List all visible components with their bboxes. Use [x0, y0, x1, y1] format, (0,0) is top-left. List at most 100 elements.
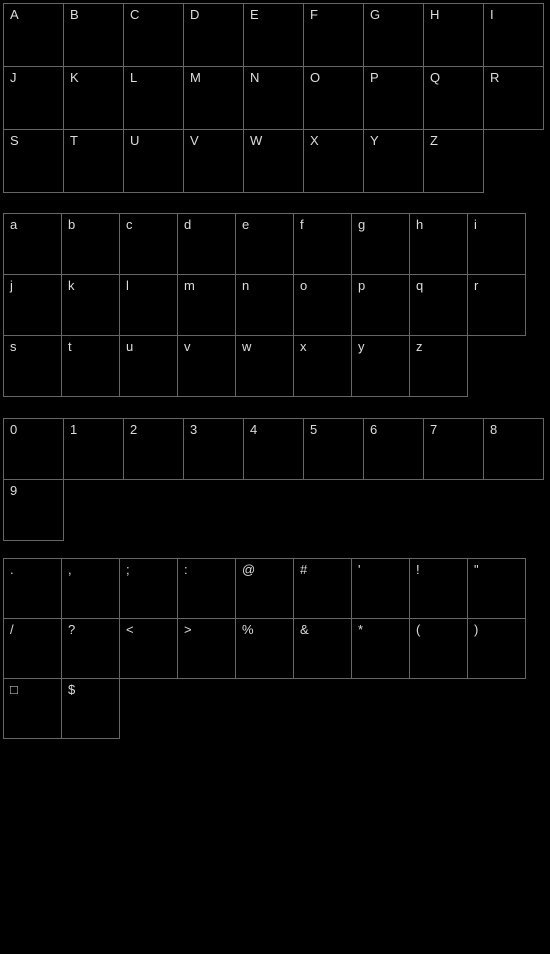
glyph-cell: z [409, 335, 468, 397]
glyph-cell: C [123, 3, 184, 67]
glyph-cell: 3 [183, 418, 244, 480]
glyph-label: * [358, 623, 403, 636]
glyph-cell: c [119, 213, 178, 275]
glyph-label: ' [358, 563, 403, 576]
glyph-cell: k [61, 274, 120, 336]
glyph-label: v [184, 340, 229, 353]
glyph-cell: R [483, 66, 544, 130]
glyph-cell: K [63, 66, 124, 130]
glyph-cell: s [3, 335, 62, 397]
glyph-label: O [310, 71, 357, 84]
glyph-cell: r [467, 274, 526, 336]
glyph-cell: 6 [363, 418, 424, 480]
glyph-cell: S [3, 129, 64, 193]
glyph-label: $ [68, 683, 113, 696]
glyph-cell: ( [409, 618, 468, 679]
glyph-label: A [10, 8, 57, 21]
glyph-label: W [250, 134, 297, 147]
glyph-cell: T [63, 129, 124, 193]
glyph-cell: F [303, 3, 364, 67]
glyph-label: z [416, 340, 461, 353]
glyph-section-symbols: .,;:@#'!"/?<>%&*()□$ [3, 558, 534, 738]
glyph-cell: 2 [123, 418, 184, 480]
glyph-label: R [490, 71, 537, 84]
glyph-cell: 5 [303, 418, 364, 480]
glyph-cell: L [123, 66, 184, 130]
glyph-label: B [70, 8, 117, 21]
glyph-label: s [10, 340, 55, 353]
glyph-cell: Q [423, 66, 484, 130]
glyph-label: 1 [70, 423, 117, 436]
glyph-cell: b [61, 213, 120, 275]
glyph-label: 5 [310, 423, 357, 436]
glyph-cell: Y [363, 129, 424, 193]
glyph-label: d [184, 218, 229, 231]
glyph-label: a [10, 218, 55, 231]
glyph-label: % [242, 623, 287, 636]
glyph-label: E [250, 8, 297, 21]
glyph-cell: p [351, 274, 410, 336]
glyph-label: p [358, 279, 403, 292]
glyph-cell: i [467, 213, 526, 275]
glyph-label: r [474, 279, 519, 292]
glyph-label: > [184, 623, 229, 636]
glyph-label: 3 [190, 423, 237, 436]
glyph-label: & [300, 623, 345, 636]
glyph-label: M [190, 71, 237, 84]
glyph-cell: $ [61, 678, 120, 739]
glyph-label: o [300, 279, 345, 292]
glyph-label: X [310, 134, 357, 147]
glyph-label: 6 [370, 423, 417, 436]
glyph-cell: X [303, 129, 364, 193]
glyph-label: n [242, 279, 287, 292]
glyph-cell: / [3, 618, 62, 679]
glyph-cell: D [183, 3, 244, 67]
glyph-label: D [190, 8, 237, 21]
glyph-label: / [10, 623, 55, 636]
glyph-cell: w [235, 335, 294, 397]
glyph-cell: P [363, 66, 424, 130]
glyph-cell: u [119, 335, 178, 397]
glyph-cell: * [351, 618, 410, 679]
glyph-label: S [10, 134, 57, 147]
glyph-label: ; [126, 563, 171, 576]
glyph-label: G [370, 8, 417, 21]
glyph-cell: 0 [3, 418, 64, 480]
glyph-cell: d [177, 213, 236, 275]
glyph-label: U [130, 134, 177, 147]
glyph-label: . [10, 563, 55, 576]
glyph-cell: 9 [3, 479, 64, 541]
glyph-cell: q [409, 274, 468, 336]
glyph-cell: G [363, 3, 424, 67]
glyph-label: Z [430, 134, 477, 147]
glyph-label: " [474, 563, 519, 576]
glyph-label: Q [430, 71, 477, 84]
glyph-cell: o [293, 274, 352, 336]
glyph-cell: e [235, 213, 294, 275]
glyph-label: l [126, 279, 171, 292]
glyph-cell: N [243, 66, 304, 130]
glyph-cell: " [467, 558, 526, 619]
glyph-cell: , [61, 558, 120, 619]
glyph-label: w [242, 340, 287, 353]
glyph-label: F [310, 8, 357, 21]
glyph-label: P [370, 71, 417, 84]
glyph-cell: 7 [423, 418, 484, 480]
glyph-label: k [68, 279, 113, 292]
glyph-label: 4 [250, 423, 297, 436]
glyph-label: N [250, 71, 297, 84]
glyph-label: 2 [130, 423, 177, 436]
glyph-cell: ? [61, 618, 120, 679]
glyph-label: K [70, 71, 117, 84]
glyph-label: q [416, 279, 461, 292]
glyph-cell: # [293, 558, 352, 619]
glyph-cell: & [293, 618, 352, 679]
glyph-label: 8 [490, 423, 537, 436]
glyph-cell: v [177, 335, 236, 397]
glyph-label: L [130, 71, 177, 84]
glyph-cell: j [3, 274, 62, 336]
glyph-cell: n [235, 274, 294, 336]
glyph-label: # [300, 563, 345, 576]
glyph-cell: . [3, 558, 62, 619]
glyph-label: ) [474, 623, 519, 636]
